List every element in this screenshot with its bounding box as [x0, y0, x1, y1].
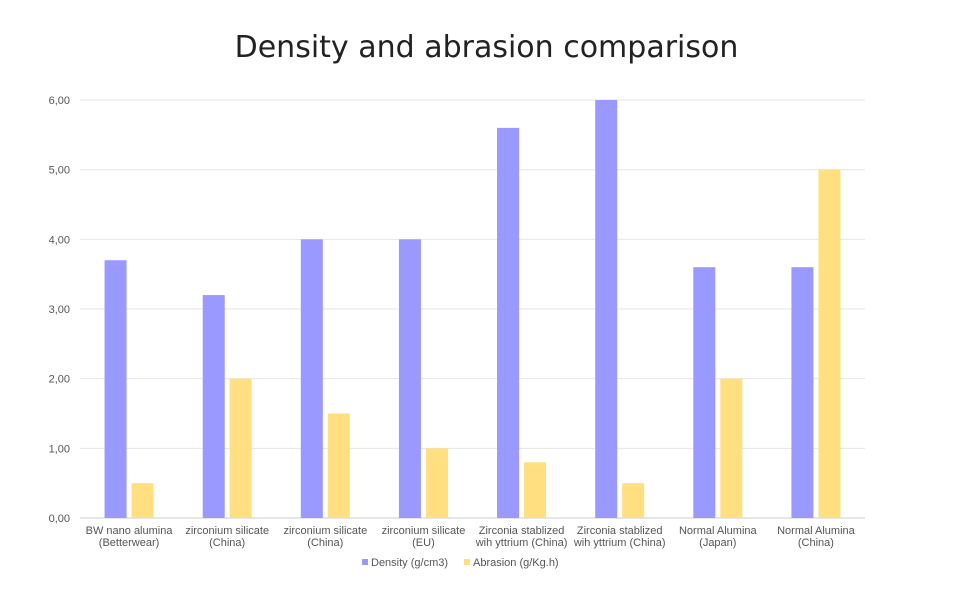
x-tick-label: (China) — [209, 537, 245, 549]
x-tick-label: zirconium silicate — [283, 525, 367, 537]
legend-label: Density (g/cm3) — [371, 557, 448, 569]
abrasion-bar — [425, 448, 448, 518]
y-tick-label: 5,00 — [49, 165, 70, 177]
x-tick-label: zirconium silicate — [382, 525, 466, 537]
x-tick-label: BW nano alumina — [86, 525, 174, 537]
density-bar — [104, 260, 127, 518]
legend-label: Abrasion (g/Kg.h) — [473, 557, 559, 569]
x-tick-label: Normal Alumina — [679, 525, 758, 537]
density-bar — [693, 267, 716, 518]
abrasion-bar — [131, 483, 154, 518]
y-tick-label: 4,00 — [49, 234, 70, 246]
y-tick-label: 0,00 — [49, 513, 70, 525]
abrasion-bar — [229, 378, 252, 518]
legend-swatch — [362, 559, 368, 565]
abrasion-bar — [720, 378, 743, 518]
density-bar — [398, 239, 421, 519]
density-bar — [497, 127, 520, 518]
y-tick-label: 3,00 — [49, 304, 70, 316]
x-tick-label: (Japan) — [699, 537, 736, 549]
y-tick-label: 6,00 — [49, 95, 70, 107]
x-tick-label: (EU) — [412, 537, 435, 549]
x-tick-label: (China) — [307, 537, 343, 549]
x-tick-label: zirconium silicate — [185, 525, 269, 537]
density-bar — [791, 267, 814, 518]
legend-swatch — [464, 559, 470, 565]
density-bar — [300, 239, 323, 519]
y-tick-label: 1,00 — [49, 443, 70, 455]
x-tick-label: Zirconia stablized — [577, 525, 663, 537]
abrasion-bar — [622, 483, 645, 518]
y-tick-label: 2,00 — [49, 374, 70, 386]
x-tick-label: wih yttrium (China) — [475, 537, 568, 549]
x-tick-label: wih yttrium (China) — [573, 537, 666, 549]
x-tick-label: (China) — [798, 537, 834, 549]
chart-title: Density and abrasion comparison — [234, 30, 739, 65]
x-tick-label: Zirconia stablized — [479, 525, 565, 537]
density-bar — [595, 100, 618, 518]
density-bar — [202, 295, 225, 518]
abrasion-bar — [524, 462, 547, 518]
x-tick-label: Normal Alumina — [777, 525, 856, 537]
x-tick-label: (Betterwear) — [99, 537, 160, 549]
abrasion-bar — [327, 413, 350, 518]
abrasion-bar — [818, 169, 841, 518]
